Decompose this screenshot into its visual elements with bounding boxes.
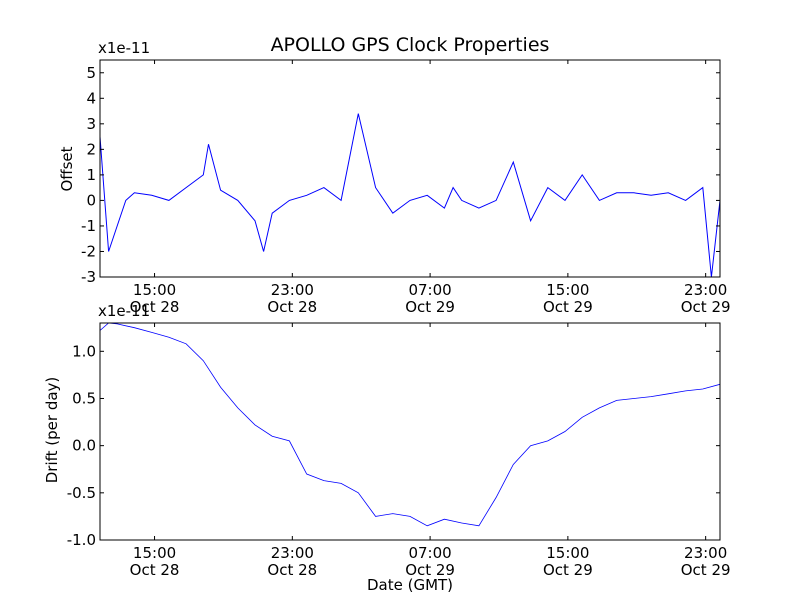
offset-ylabel: Offset xyxy=(58,146,76,191)
y-tick-label: 1.0 xyxy=(72,342,96,360)
x-tick-time-label: 15:00 xyxy=(133,281,176,299)
x-tick-time-label: 15:00 xyxy=(546,281,589,299)
y-tick-label: -2 xyxy=(81,242,96,260)
drift-panel: x1e-11 Drift (per day) Date (GMT) -1.0 -0… xyxy=(43,302,731,594)
x-tick-date-label: Oct 29 xyxy=(681,561,731,579)
drift-ylabel: Drift (per day) xyxy=(43,377,61,484)
x-tick-date-label: Oct 28 xyxy=(267,561,317,579)
x-axis-label: Date (GMT) xyxy=(367,576,453,594)
offset-scale-label: x1e-11 xyxy=(98,39,150,57)
x-tick-time-label: 23:00 xyxy=(271,281,314,299)
drift-scale-label: x1e-11 xyxy=(98,302,150,320)
x-tick-time-label: 07:00 xyxy=(408,281,451,299)
x-tick-time-label: 23:00 xyxy=(684,544,727,562)
x-tick-time-label: 23:00 xyxy=(684,281,727,299)
x-tick-time-label: 15:00 xyxy=(133,544,176,562)
y-tick-label: -3 xyxy=(81,268,96,286)
y-tick-label: 0.5 xyxy=(72,389,96,407)
x-tick-date-label: Oct 29 xyxy=(543,298,593,316)
x-tick-date-label: Oct 29 xyxy=(543,561,593,579)
axes-frame xyxy=(99,59,721,278)
x-tick-date-label: Oct 29 xyxy=(405,298,455,316)
x-tick-date-label: Oct 28 xyxy=(130,561,180,579)
y-tick-label: 3 xyxy=(86,115,96,133)
x-tick-date-label: Oct 28 xyxy=(130,298,180,316)
y-tick-label: 1 xyxy=(86,166,96,184)
y-tick-label: -0.5 xyxy=(67,484,96,502)
axes-frame xyxy=(99,322,721,541)
chart-title: APOLLO GPS Clock Properties xyxy=(271,34,550,56)
y-tick-label: 0 xyxy=(86,191,96,209)
y-tick-label: -1.0 xyxy=(67,531,96,549)
y-tick-label: 0.0 xyxy=(72,437,96,455)
y-tick-label: 2 xyxy=(86,140,96,158)
x-tick-time-label: 07:00 xyxy=(408,544,451,562)
x-tick-time-label: 15:00 xyxy=(546,544,589,562)
x-tick-time-label: 23:00 xyxy=(271,544,314,562)
x-tick-date-label: Oct 29 xyxy=(405,561,455,579)
y-tick-label: 5 xyxy=(86,64,96,82)
y-tick-label: 4 xyxy=(86,89,96,107)
offset-series-line xyxy=(100,113,720,277)
drift-series-line xyxy=(100,323,720,527)
x-tick-date-label: Oct 29 xyxy=(681,298,731,316)
y-tick-label: -1 xyxy=(81,217,96,235)
x-tick-date-label: Oct 28 xyxy=(267,298,317,316)
